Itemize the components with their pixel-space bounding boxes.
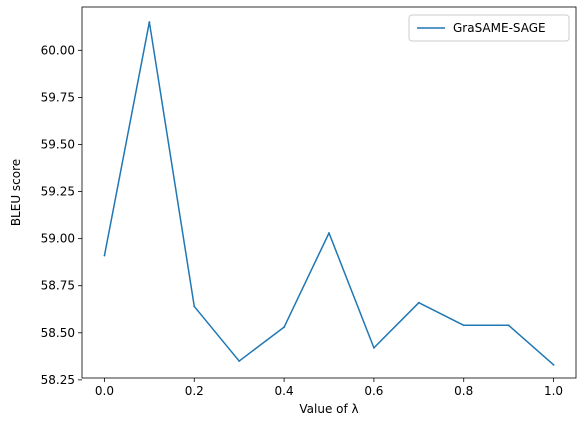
y-tick-label: 60.00: [41, 43, 75, 57]
legend: GraSAME-SAGE: [408, 14, 570, 42]
data-point: [462, 324, 465, 327]
y-tick-label: 59.00: [41, 232, 75, 246]
data-point: [238, 360, 241, 362]
data-point: [552, 363, 555, 366]
x-axis-label: Value of λ: [299, 402, 358, 416]
data-point: [283, 326, 285, 329]
x-tick-label: 0.6: [364, 384, 383, 398]
y-axis-ticks: 58.25 58.50 58.75 59.00 59.25 59.50 59.75 60.00: [41, 43, 82, 387]
data-point: [148, 21, 151, 23]
legend-box: [408, 14, 570, 42]
data-point: [328, 232, 330, 234]
x-tick-label: 1.0: [544, 384, 563, 398]
y-tick-label: 59.50: [41, 137, 75, 151]
x-tick-label: 0.2: [185, 384, 204, 398]
y-axis-label: BLEU score: [9, 159, 23, 226]
y-tick-label: 58.75: [41, 279, 75, 293]
data-point: [103, 254, 106, 257]
y-tick-label: 58.50: [41, 326, 75, 340]
x-tick-label: 0.0: [95, 384, 114, 398]
x-axis-ticks: 0.0 0.2 0.4 0.6 0.8 1.0: [95, 378, 563, 398]
data-point: [417, 301, 420, 304]
y-tick-label: 58.25: [41, 373, 75, 387]
x-tick-label: 0.8: [454, 384, 473, 398]
x-tick-label: 0.4: [275, 384, 294, 398]
y-tick-label: 59.75: [41, 90, 75, 104]
y-tick-label: 59.25: [41, 185, 75, 199]
plot-area: [103, 21, 555, 366]
data-point: [507, 324, 510, 327]
legend-label: GraSAME-SAGE: [453, 21, 546, 35]
data-point: [373, 346, 375, 349]
axes-frame: [81, 6, 577, 379]
data-point: [193, 305, 196, 308]
